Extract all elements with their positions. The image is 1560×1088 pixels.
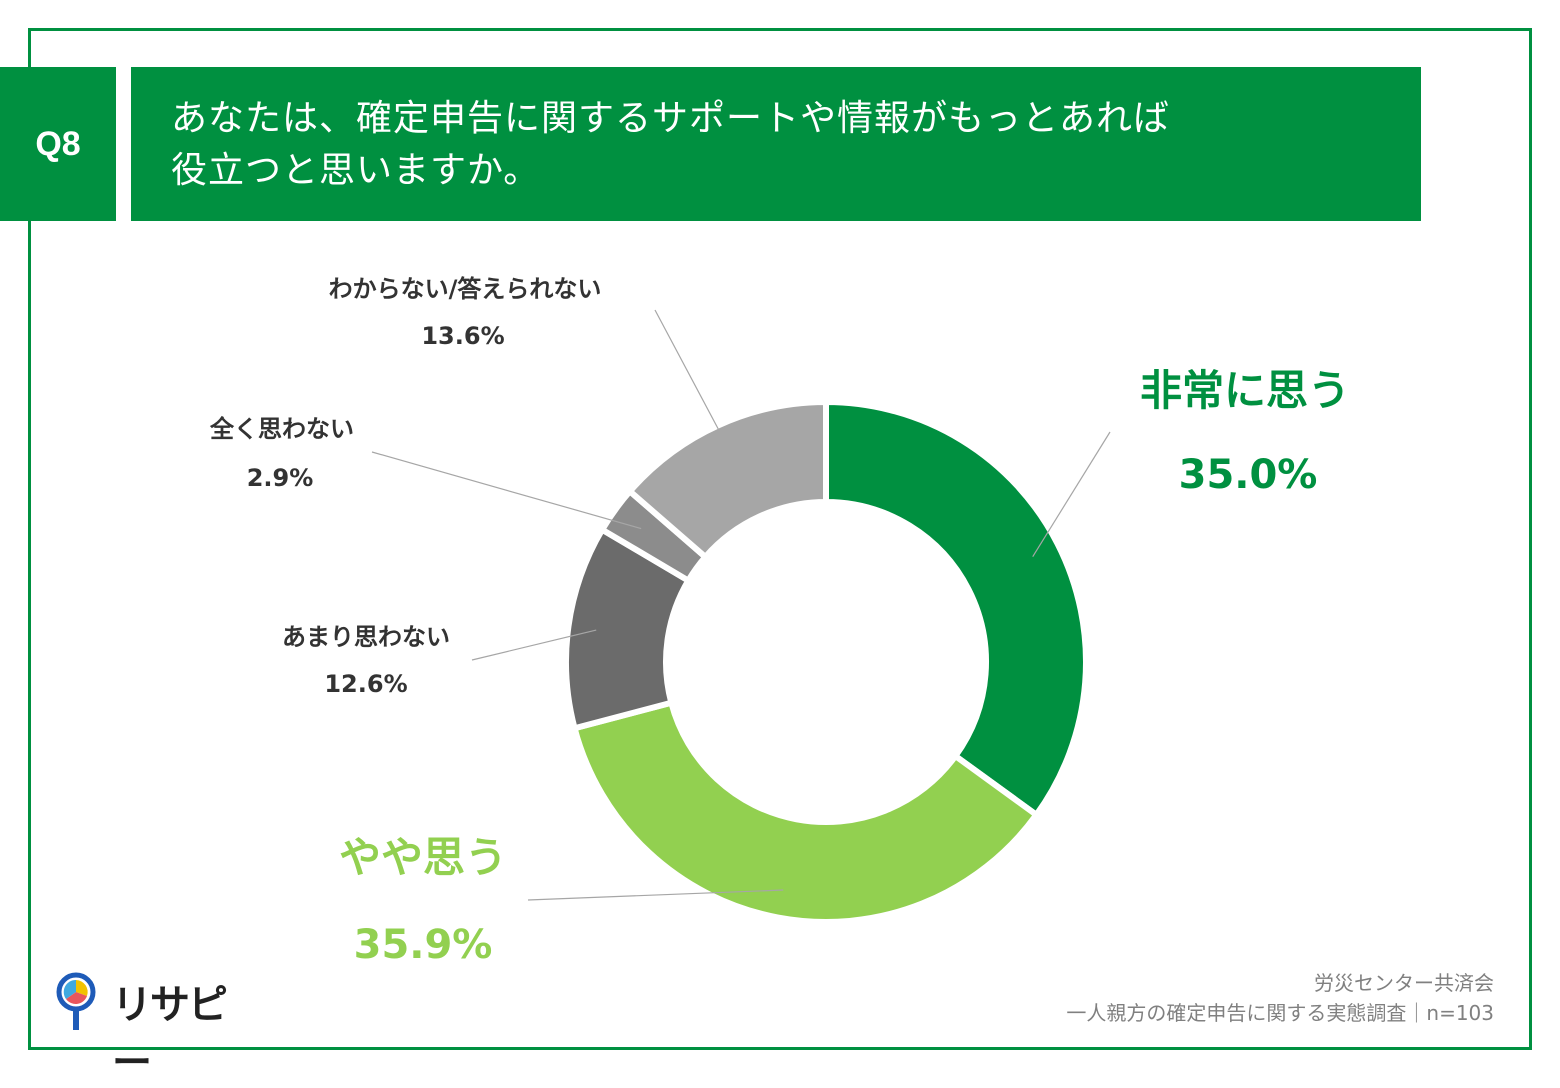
slice-label-2: やや思う bbox=[339, 833, 507, 882]
logo: リサピー bbox=[56, 970, 256, 1086]
question-number: Q8 bbox=[0, 67, 116, 221]
slice-value-2: 35.9% bbox=[354, 922, 493, 968]
question-line-1: あなたは、確定申告に関するサポートや情報がもっとあれば bbox=[171, 98, 1171, 139]
slice-value-3: 12.6% bbox=[324, 670, 407, 698]
slice-value-5: 13.6% bbox=[421, 322, 504, 350]
source-note: 労災センター共済会 一人親方の確定申告に関する実態調査｜n=103 bbox=[1066, 968, 1494, 1028]
slice-label-4: 全く思わない bbox=[209, 415, 354, 443]
slice-label-3: あまり思わない bbox=[282, 623, 450, 651]
leader-line-5 bbox=[654, 309, 731, 452]
slice-value-1: 35.0% bbox=[1179, 452, 1318, 498]
leader-line-4 bbox=[371, 451, 642, 530]
leader-lines bbox=[371, 309, 1111, 901]
source-survey: 一人親方の確定申告に関する実態調査｜n=103 bbox=[1066, 1001, 1494, 1025]
slice-1 bbox=[823, 398, 1089, 820]
logo-pin-icon bbox=[56, 972, 96, 1030]
chart-frame bbox=[28, 28, 1532, 1050]
slice-labels: 非常に思う 35.0% やや思う 35.9% あまり思わない 12.6% 全く思わない 2.9… bbox=[209, 275, 1350, 968]
source-organization: 労災センター共済会 bbox=[1314, 971, 1494, 995]
donut-slices bbox=[563, 398, 1089, 925]
logo-text: リサピー bbox=[112, 982, 228, 1086]
leader-line-3 bbox=[471, 629, 597, 661]
slice-label-1: 非常に思う bbox=[1140, 366, 1350, 415]
slice-2 bbox=[570, 699, 1041, 925]
slice-label-5: わからない/答えられない bbox=[329, 275, 602, 303]
leader-line-2 bbox=[527, 889, 784, 901]
question-line-2: 役立つと思いますか。 bbox=[171, 150, 541, 191]
slice-5 bbox=[625, 398, 829, 562]
slice-value-4: 2.9% bbox=[247, 464, 314, 492]
question-title: あなたは、確定申告に関するサポートや情報がもっとあれば 役立つと思いますか。 bbox=[131, 67, 1421, 221]
leader-line-1 bbox=[1032, 431, 1111, 557]
